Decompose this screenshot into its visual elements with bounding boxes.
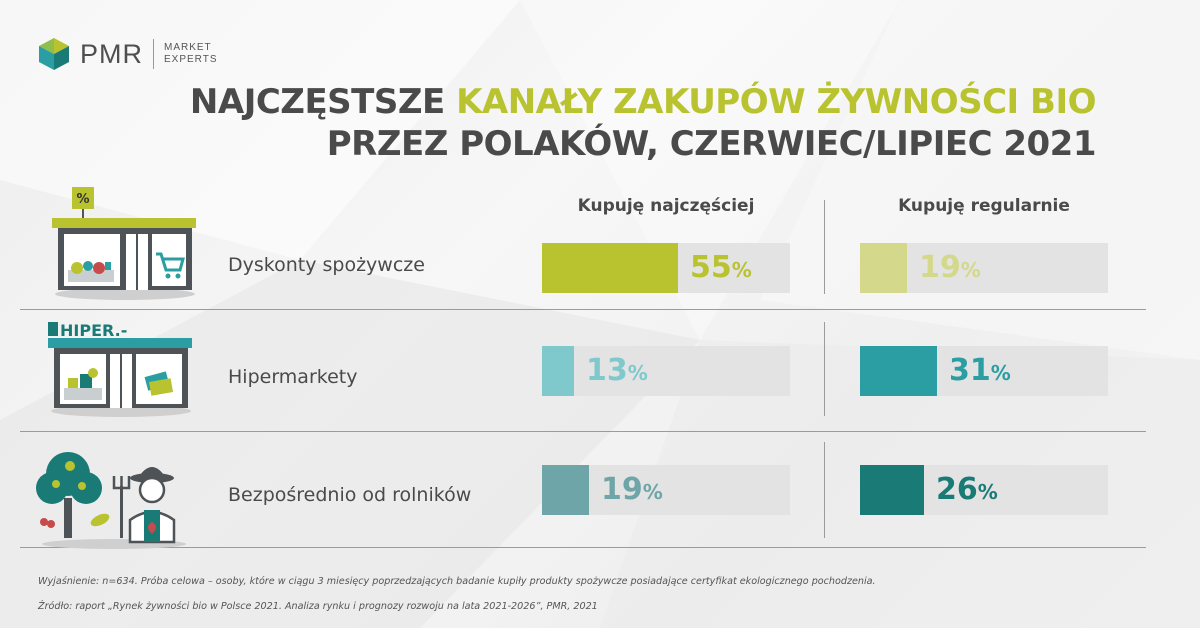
bar-fill (542, 346, 574, 396)
data-label-unit: % (731, 258, 752, 282)
discount-store-icon: % (52, 187, 196, 300)
bar-fill (860, 346, 937, 396)
hypermarket-icon: HIPER.- (48, 321, 192, 417)
row-label-hypermarket: Hipermarkety (228, 366, 358, 388)
data-label: 55% (690, 243, 752, 293)
bar-track: 31% (860, 346, 1108, 396)
data-label-value: 13 (586, 353, 628, 388)
data-label-unit: % (960, 258, 981, 282)
data-label-unit: % (627, 361, 648, 385)
column-header-most-often: Kupuję najczęściej (577, 196, 755, 216)
pmr-logo-icon (39, 38, 69, 70)
data-label-unit: % (990, 361, 1011, 385)
logo-sub-line1: MARKET (164, 42, 212, 53)
data-label: 26% (936, 465, 998, 515)
data-label: 13% (586, 346, 648, 396)
data-label-unit: % (642, 480, 663, 504)
row-label-discount: Dyskonty spożywcze (228, 254, 425, 276)
footnote-explanation: Wyjaśnienie: n=634. Próba celowa – osoby… (38, 576, 876, 587)
title-part-1: NAJCZĘSTSZE (189, 82, 457, 122)
data-label: 19% (919, 243, 981, 293)
bar-track: 13% (542, 346, 790, 396)
data-label: 19% (601, 465, 663, 515)
data-label-unit: % (977, 480, 998, 504)
column-header-regularly: Kupuję regularnie (898, 196, 1070, 216)
title-line-1: NAJCZĘSTSZE KANAŁY ZAKUPÓW ŻYWNOŚCI BIO (136, 82, 1097, 122)
title-line-2: PRZEZ POLAKÓW, CZERWIEC/LIPIEC 2021 (326, 124, 1097, 164)
bar-fill (860, 465, 924, 515)
hypermarket-sign-text: HIPER.- (60, 321, 127, 340)
pmr-logo: PMR MARKET EXPERTS (36, 34, 218, 74)
bar-fill (860, 243, 907, 293)
logo-name: PMR (80, 38, 143, 69)
logo-separator (153, 39, 154, 69)
column-divider-1 (824, 200, 825, 294)
data-label: 31% (949, 346, 1011, 396)
logo-sub-line2: EXPERTS (164, 54, 218, 65)
bar-track: 26% (860, 465, 1108, 515)
title-highlight: KANAŁY ZAKUPÓW ŻYWNOŚCI BIO (456, 82, 1096, 122)
logo-subtitle: MARKET EXPERTS (164, 42, 218, 66)
column-divider-3 (824, 442, 825, 538)
data-label-value: 31 (949, 353, 991, 388)
footnote-source: Źródło: raport „Rynek żywności bio w Pol… (38, 601, 598, 612)
bar-track: 19% (542, 465, 790, 515)
data-label-value: 19 (601, 472, 643, 507)
row-divider-3 (20, 547, 1146, 548)
farmer-icon (36, 452, 186, 549)
bar-track: 55% (542, 243, 790, 293)
bar-track: 19% (860, 243, 1108, 293)
discount-sign-text: % (76, 192, 89, 207)
column-divider-2 (824, 322, 825, 416)
data-label-value: 26 (936, 472, 978, 507)
data-label-value: 19 (919, 250, 961, 285)
data-label-value: 55 (690, 250, 732, 285)
bar-fill (542, 465, 589, 515)
row-divider-1 (20, 309, 1146, 310)
bar-fill (542, 243, 678, 293)
row-label-farmers: Bezpośrednio od rolników (228, 484, 472, 506)
row-divider-2 (20, 431, 1146, 432)
